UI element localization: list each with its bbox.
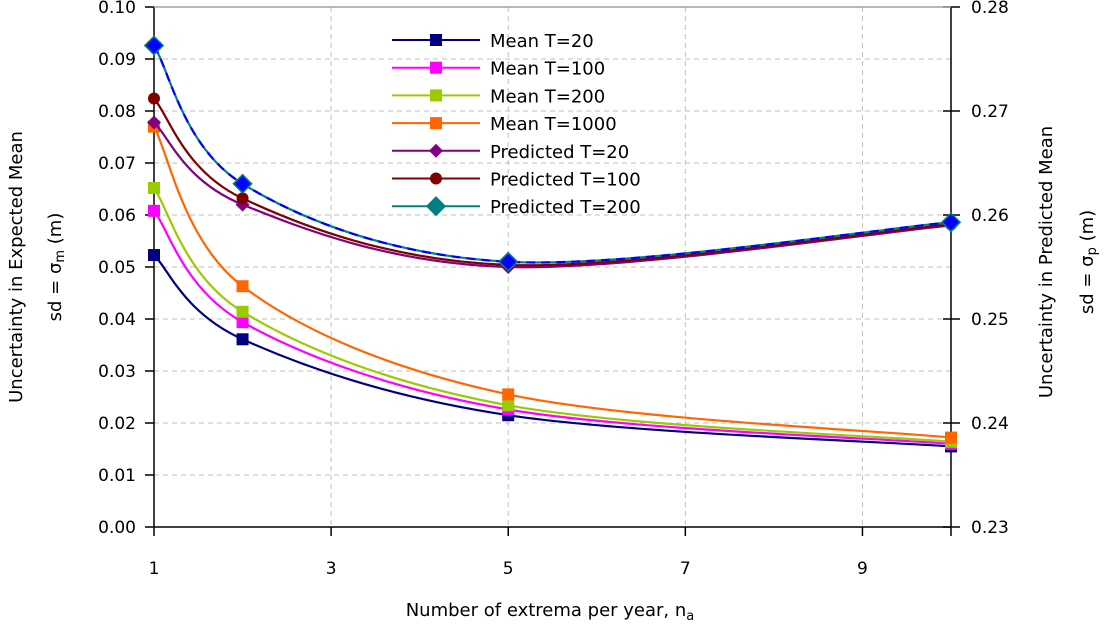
legend-item: Mean T=100: [392, 59, 605, 80]
legend-label: Mean T=1000: [490, 114, 617, 135]
series-predicted-t-20: [147, 115, 958, 274]
y-left-tick-label: 0.09: [98, 50, 136, 70]
legend-marker: [430, 61, 442, 74]
series-line: [153, 126, 952, 439]
legend-item: Mean T=20: [392, 31, 594, 52]
y-left-tick-label: 0.02: [98, 414, 136, 434]
legend: Mean T=20 Mean T=100 Mean T=200 Mean T=1000…: [392, 31, 641, 218]
legend-marker: [430, 117, 442, 130]
data-point: [148, 92, 160, 105]
legend-label: Mean T=100: [490, 59, 605, 80]
y-axis-left-title-line1: Uncertainty in Expected Mean: [6, 131, 27, 403]
y-left-tick-label: 0.04: [98, 310, 136, 330]
y-right-tick-label: 0.27: [971, 102, 1009, 122]
data-point: [945, 431, 957, 444]
y-left-tick-label: 0.08: [98, 102, 136, 122]
data-point: [148, 204, 160, 217]
legend-label: Predicted T=20: [490, 142, 629, 163]
legend-marker: [430, 89, 442, 102]
series-predicted-unlabeled-: [143, 35, 962, 272]
y-axis-right-title-line2: sd = σp (m): [1077, 210, 1100, 314]
x-tick-label: 9: [857, 559, 868, 579]
y-left-tick-label: 0.03: [98, 362, 136, 382]
x-tick-label: 3: [326, 559, 337, 579]
data-point: [236, 280, 249, 293]
x-axis-title: Number of extrema per year, na: [406, 600, 695, 624]
y-left-tick-label: 0.00: [98, 518, 136, 538]
data-point: [148, 249, 160, 262]
data-point: [236, 305, 249, 318]
legend-marker: [425, 196, 447, 217]
y-left-tick-label: 0.06: [98, 206, 136, 226]
y-right-tick-label: 0.24: [971, 414, 1009, 434]
x-tick-label: 5: [503, 559, 514, 579]
legend-label: Mean T=200: [490, 86, 605, 107]
data-point: [502, 399, 515, 412]
y-axis-left-title-line2: sd = σm (m): [45, 213, 68, 322]
data-point: [236, 316, 249, 329]
gridlines: [154, 7, 951, 527]
legend-label: Predicted T=100: [490, 170, 641, 191]
series-line: [153, 254, 952, 448]
y-axis-right-title-line1: Uncertainty in Predicted Mean: [1036, 126, 1057, 398]
data-point: [502, 388, 515, 401]
series-line: [153, 187, 952, 443]
data-point: [940, 212, 962, 233]
series-mean-t-200: [148, 181, 957, 448]
series-line: [153, 44, 952, 264]
y-left-tick-label: 0.05: [98, 258, 136, 278]
legend-item: Predicted T=200: [392, 196, 641, 218]
y-right-tick-label: 0.25: [971, 310, 1009, 330]
y-right-tick-label: 0.23: [971, 518, 1009, 538]
legend-item: Mean T=1000: [392, 114, 617, 135]
x-tick-label: 7: [680, 559, 691, 579]
legend-label: Predicted T=200: [490, 197, 641, 218]
data-point: [498, 251, 519, 272]
y-right-tick-label: 0.26: [971, 206, 1009, 226]
legend-marker: [430, 172, 442, 185]
series-line: [153, 210, 952, 445]
y-left-tick-label: 0.10: [98, 0, 136, 18]
series-line: [153, 121, 952, 269]
legend-marker: [430, 34, 442, 46]
y-left-tick-label: 0.01: [98, 466, 136, 486]
series-layer: [143, 35, 962, 453]
y-left-tick-label: 0.07: [98, 154, 136, 174]
legend-item: Predicted T=20: [392, 142, 629, 163]
series-line: [153, 97, 952, 267]
data-point: [148, 181, 160, 194]
x-tick-label: 1: [149, 559, 160, 579]
data-point: [143, 35, 165, 56]
data-point: [232, 173, 253, 194]
tick-labels: 0.00 0.01 0.02 0.03 0.04 0.05 0.06 0.07 0.08 0.09…: [98, 0, 1009, 579]
legend-item: Mean T=200: [392, 86, 605, 107]
data-point: [236, 192, 249, 205]
y-right-tick-label: 0.28: [971, 0, 1009, 18]
data-point: [236, 333, 249, 346]
legend-label: Mean T=20: [490, 31, 594, 52]
series-mean-t-20: [148, 249, 957, 453]
legend-item: Predicted T=100: [392, 170, 641, 191]
data-point: [147, 115, 161, 130]
legend-marker: [429, 143, 443, 158]
